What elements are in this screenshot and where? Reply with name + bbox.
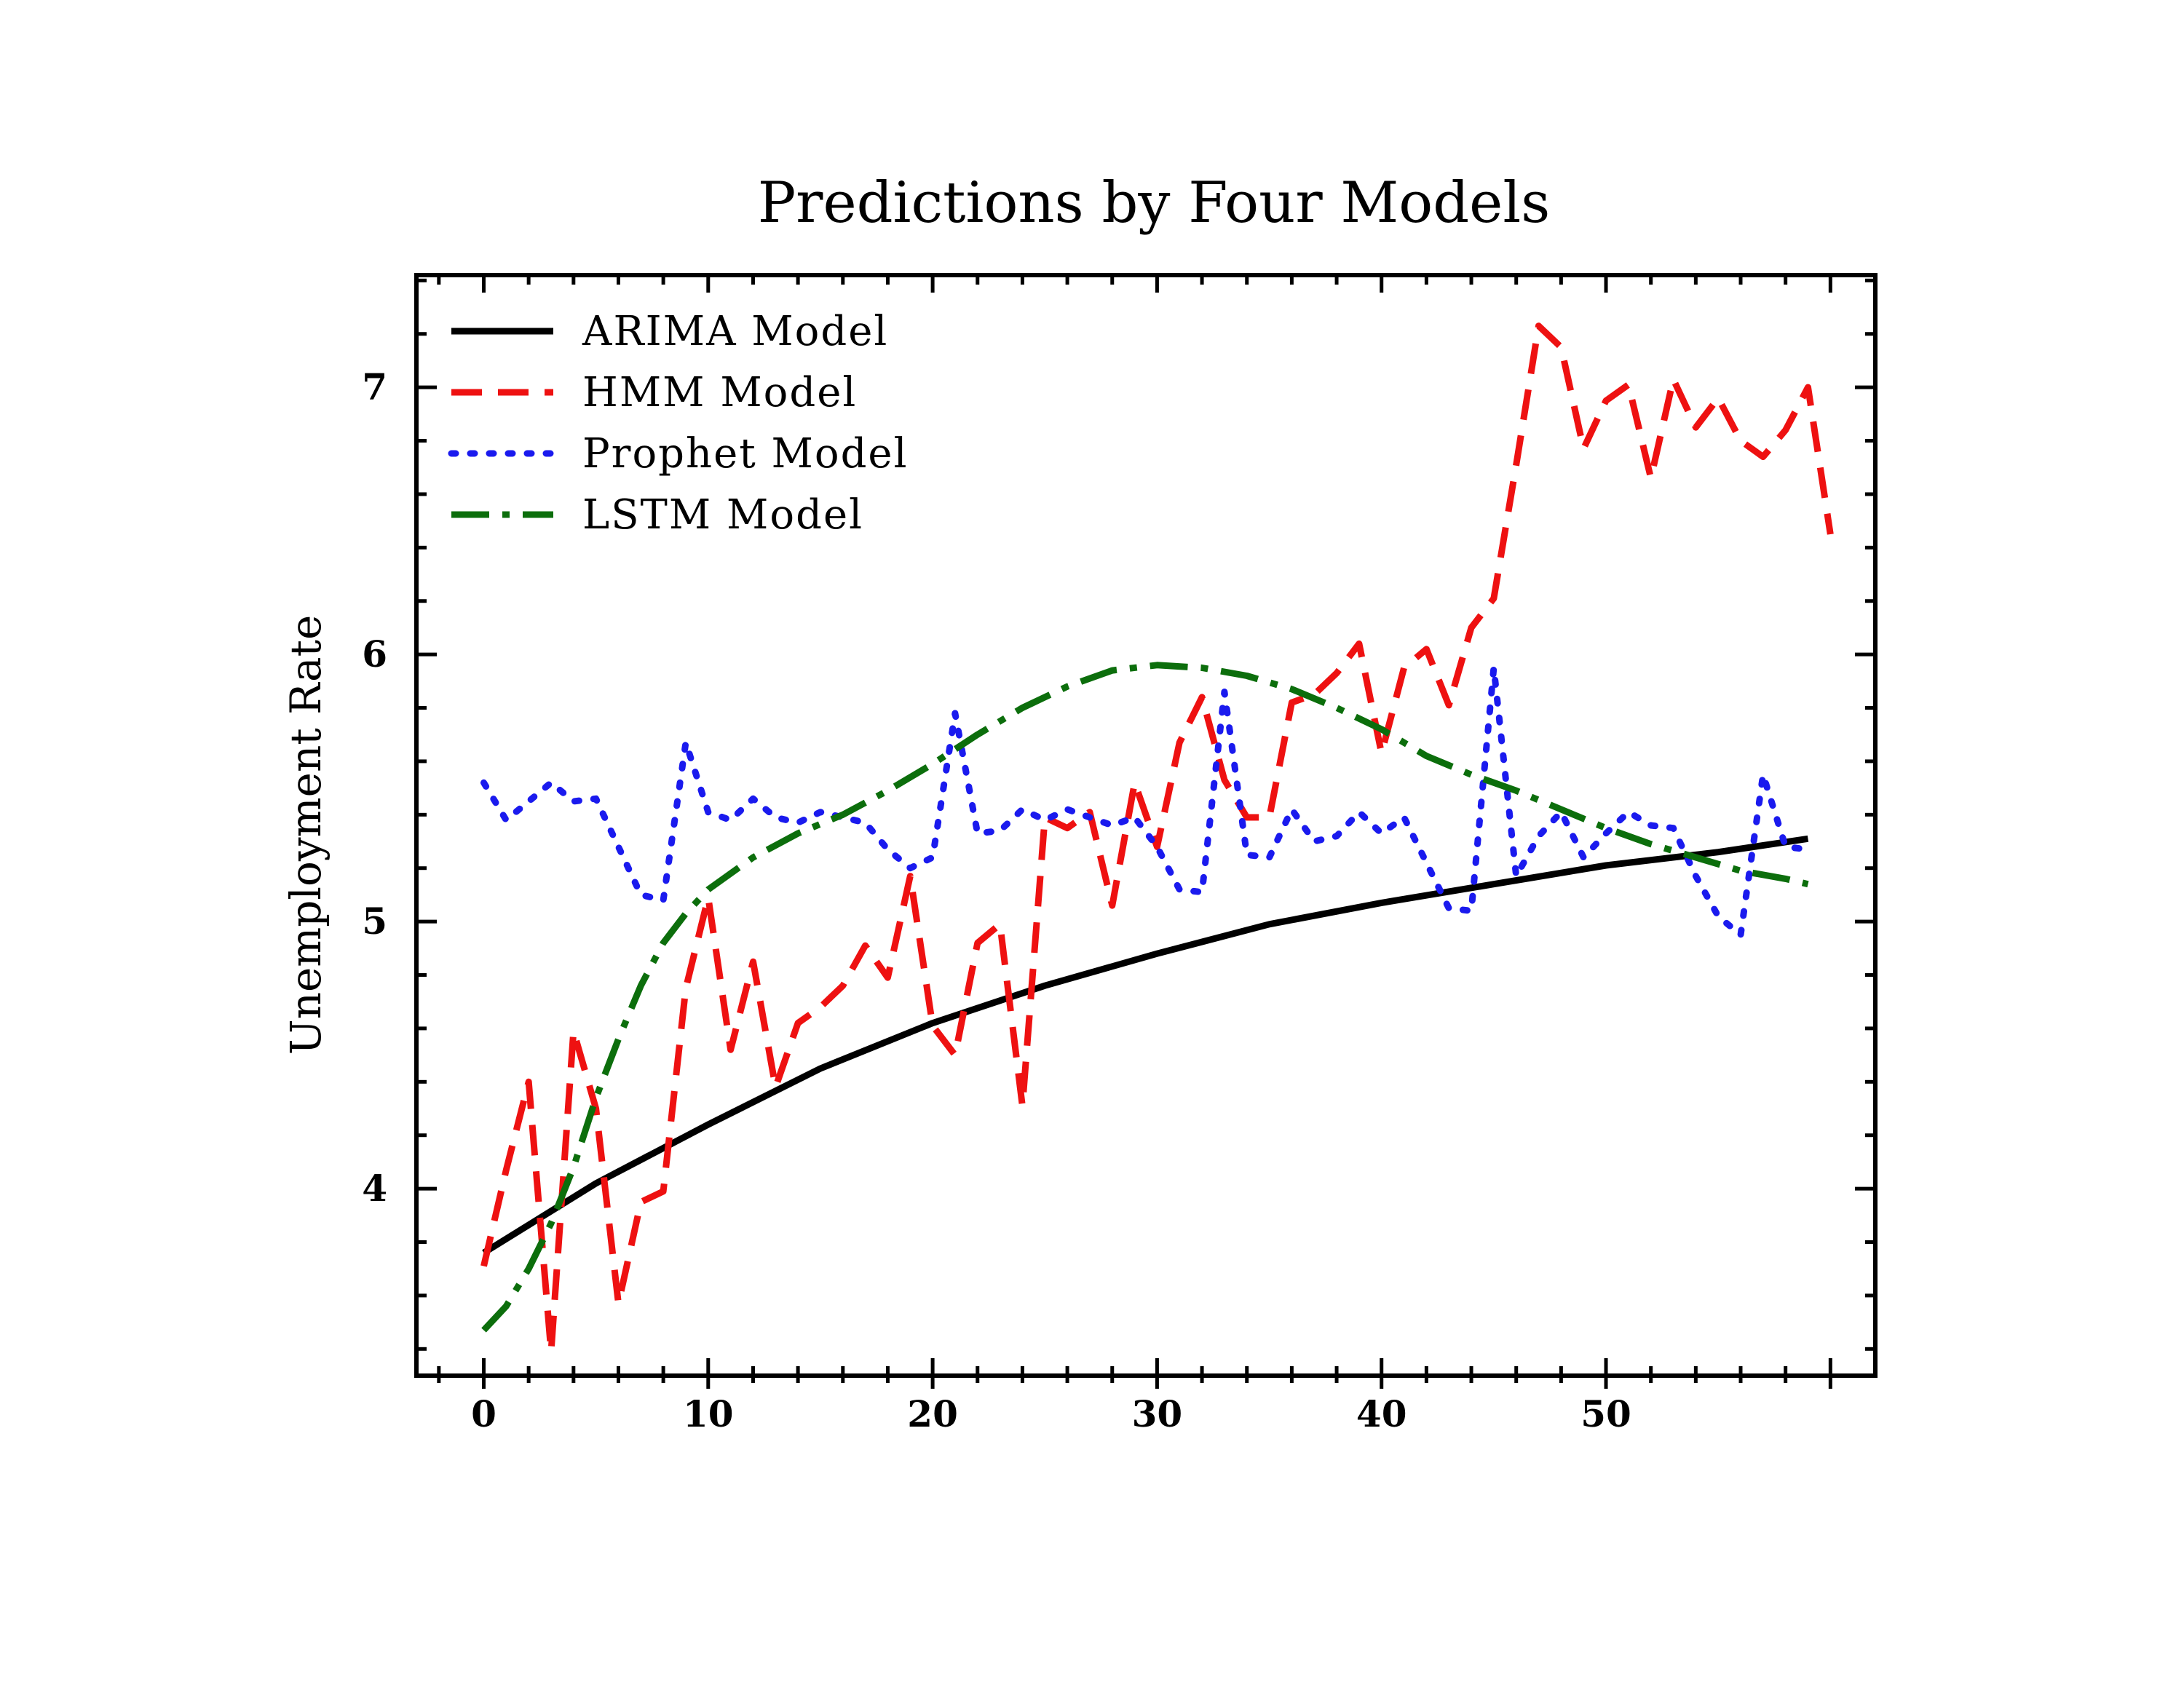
series-line-arima-model [482, 835, 1809, 1256]
plot-area: 0 10 20 30 40 50 4 5 6 7 [362, 273, 1878, 1435]
series-line-lstm-model [481, 662, 1809, 1333]
y-tick-label: 5 [362, 900, 387, 943]
y-axis-label: Unemployment Rate [281, 615, 331, 1055]
plot-frame [414, 273, 1878, 1378]
legend-label: HMM Model [582, 369, 857, 416]
x-tick-label: 50 [1580, 1392, 1631, 1435]
series-line-hmm-model [480, 322, 1834, 1355]
legend-label: Prophet Model [582, 430, 908, 477]
x-tick-label: 10 [683, 1392, 734, 1435]
x-tick-label: 40 [1356, 1392, 1407, 1435]
y-tick-label: 6 [362, 633, 387, 675]
x-tick-label: 20 [907, 1392, 958, 1435]
y-tick-label: 7 [362, 365, 387, 408]
y-tick-label: 4 [362, 1167, 387, 1210]
legend-label: ARIMA Model [582, 308, 888, 355]
x-tick-label: 30 [1132, 1392, 1183, 1435]
chart-title: Predictions by Four Models [758, 170, 1551, 236]
legend: ARIMA Model HMM Model Prophet Model LSTM Mo… [448, 308, 908, 539]
x-tick-label: 0 [471, 1392, 496, 1435]
legend-label: LSTM Model [582, 491, 863, 539]
